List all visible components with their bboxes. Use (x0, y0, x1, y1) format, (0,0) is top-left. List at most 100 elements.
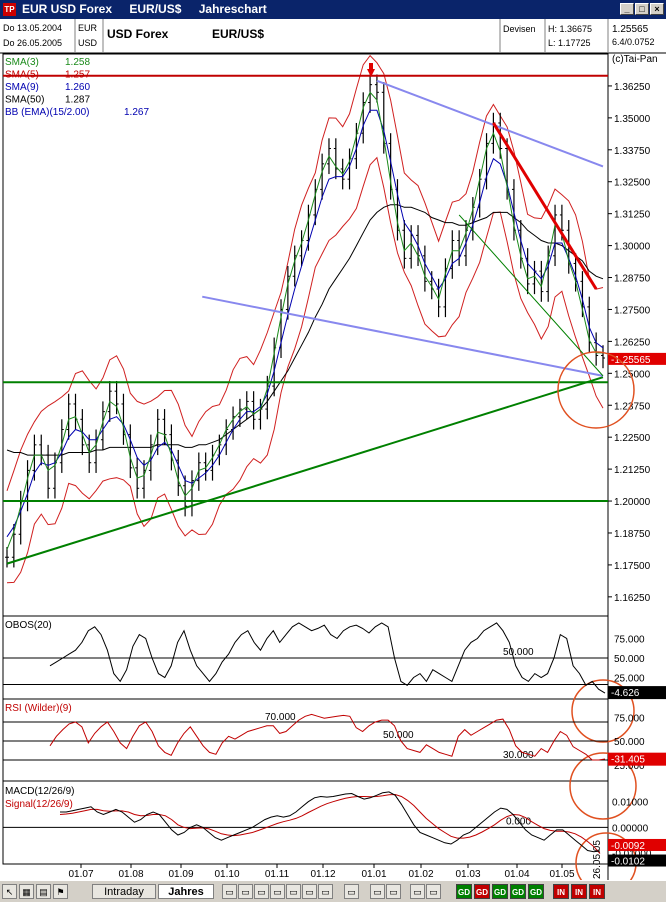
chart-tool-icon[interactable]: ▤ (36, 884, 51, 899)
x-tick-label-9: 01.04 (504, 869, 529, 880)
macd-value: -0.0092 (611, 841, 645, 852)
legend-value-3: 1.287 (65, 95, 90, 106)
annotation-circle-obos (571, 679, 635, 743)
obos-tick-1: 50.000 (614, 654, 645, 665)
tab-intraday[interactable]: Intraday (92, 884, 156, 899)
indicator-toggle-gd-3[interactable]: GD (510, 884, 526, 899)
last-price: 1.25565 (612, 24, 649, 35)
rsi-panel[interactable] (2, 698, 609, 782)
currency-1: EUR (78, 23, 98, 33)
x-tick-label-6: 01.01 (361, 869, 386, 880)
sma3-line (6, 91, 603, 550)
toolbar-icon-10[interactable]: ▭ (386, 884, 401, 899)
indicator-toggle-in-5[interactable]: IN (553, 884, 569, 899)
trendline-6[interactable] (492, 122, 598, 290)
y-tick-label-9: 1.25000 (614, 369, 651, 380)
legend-name-3: SMA(50) (5, 95, 44, 106)
symbol-name: EUR/US$ (212, 27, 264, 41)
bollinger-upper-band (6, 54, 604, 491)
tab-jahres[interactable]: Jahres (158, 884, 214, 899)
trendline-4[interactable] (376, 79, 604, 168)
x-tick-label-7: 01.02 (408, 869, 433, 880)
macd-signal-value-box (608, 854, 666, 867)
toolbar-icon-4[interactable]: ▭ (270, 884, 285, 899)
x-tick-label-10: 01.05 (549, 869, 574, 880)
data-source: Devisen (503, 24, 536, 34)
sma9-line (6, 109, 604, 538)
maximize-button[interactable]: □ (635, 3, 649, 15)
y-tick-label-1: 1.35000 (614, 114, 651, 125)
y-tick-label-11: 1.22500 (614, 433, 651, 444)
macd-panel[interactable] (2, 780, 609, 865)
toolbar-icon-11[interactable]: ▭ (410, 884, 425, 899)
sma50-line (6, 204, 604, 456)
indicator-toggle-in-6[interactable]: IN (571, 884, 587, 899)
main-price-panel[interactable] (2, 53, 609, 617)
grid-tool-icon[interactable]: ▦ (19, 884, 34, 899)
rsi-value-box (608, 752, 666, 766)
y-tick-label-3: 1.32500 (614, 178, 651, 189)
bollinger-lower-band (6, 156, 604, 584)
bottom-toolbar: ↖ ▦ ▤ ⚑ Intraday Jahres ▭ ▭ ▭ ▭ ▭ ▭ ▭ ▭ … (0, 880, 666, 902)
toolbar-icon-9[interactable]: ▭ (370, 884, 385, 899)
toolbar-icon-7[interactable]: ▭ (318, 884, 333, 899)
legend-value-4: 1.267 (124, 107, 149, 118)
toolbar-icon-6[interactable]: ▭ (302, 884, 317, 899)
trendline-0[interactable] (6, 376, 604, 565)
macd-value-box (608, 838, 666, 851)
price-bars (5, 74, 605, 568)
macd-tick-2: -0.01000 (612, 849, 652, 860)
toolbar-icon-3[interactable]: ▭ (254, 884, 269, 899)
obos-label: OBOS(20) (5, 620, 52, 631)
close-button[interactable]: × (650, 3, 664, 15)
indicator-toggle-gd-2[interactable]: GD (492, 884, 508, 899)
indicator-toggle-gd-4[interactable]: GD (528, 884, 544, 899)
window-titlebar[interactable]: TP EUR USD Forex EUR/US$ Jahreschart _ □… (0, 0, 666, 19)
rsi-level-label-70: 70.000 (265, 712, 296, 723)
y-tick-label-0: 1.36250 (614, 82, 651, 93)
indicator-toggle-in-7[interactable]: IN (589, 884, 605, 899)
trendline-thin (458, 214, 604, 377)
y-tick-label-14: 1.18750 (614, 529, 651, 540)
trendline-5[interactable] (202, 295, 604, 377)
app-icon: TP (3, 3, 16, 16)
toolbar-icon-8[interactable]: ▭ (344, 884, 359, 899)
toolbar-icon-1[interactable]: ▭ (222, 884, 237, 899)
legend-name-0: SMA(3) (5, 57, 39, 68)
legend-value-2: 1.260 (65, 82, 90, 93)
legend-value-0: 1.258 (65, 57, 90, 68)
cursor-tool-icon[interactable]: ↖ (2, 884, 17, 899)
indicator-toggle-gd-0[interactable]: GD (456, 884, 472, 899)
window-title: EUR USD Forex EUR/US$ Jahreschart (22, 2, 281, 16)
obos-value: -4.626 (611, 688, 640, 699)
bookmark-tool-icon[interactable]: ⚑ (53, 884, 68, 899)
macd-signal-label: Signal(12/26/9) (5, 799, 73, 810)
legend-name-2: SMA(9) (5, 82, 39, 93)
instrument-name: USD Forex (107, 27, 169, 41)
obos-value-box (608, 686, 666, 700)
macd-tick-1: 0.00000 (612, 823, 649, 834)
y-tick-label-4: 1.31250 (614, 210, 651, 221)
toolbar-icon-5[interactable]: ▭ (286, 884, 301, 899)
rsi-tick-2: 25.000 (614, 761, 645, 772)
title-chart-type: Jahreschart (198, 2, 267, 16)
toolbar-icon-2[interactable]: ▭ (238, 884, 253, 899)
date-from: Do 13.05.2004 (3, 23, 62, 33)
rsi-tick-1: 50.000 (614, 737, 645, 748)
toolbar-icon-12[interactable]: ▭ (426, 884, 441, 899)
annotation-circle-rsi (569, 752, 637, 820)
x-tick-label-0: 01.07 (68, 869, 93, 880)
y-tick-label-13: 1.20000 (614, 497, 651, 508)
copyright-label: (c)Tai-Pan (612, 54, 658, 65)
annotation-circle-main (557, 351, 635, 429)
y-tick-label-5: 1.30000 (614, 242, 651, 253)
x-tick-label-3: 01.10 (214, 869, 239, 880)
x-tick-label-1: 01.08 (118, 869, 143, 880)
obos-tick-0: 75.000 (614, 635, 645, 646)
y-tick-label-10: 1.23750 (614, 401, 651, 412)
chart-area[interactable]: Do 13.05.2004 Do 26.05.2005 EUR USD USD Fore… (0, 19, 666, 880)
title-instrument: EUR USD Forex (22, 2, 113, 16)
indicator-toggle-gd-1[interactable]: GD (474, 884, 490, 899)
minimize-button[interactable]: _ (620, 3, 634, 15)
